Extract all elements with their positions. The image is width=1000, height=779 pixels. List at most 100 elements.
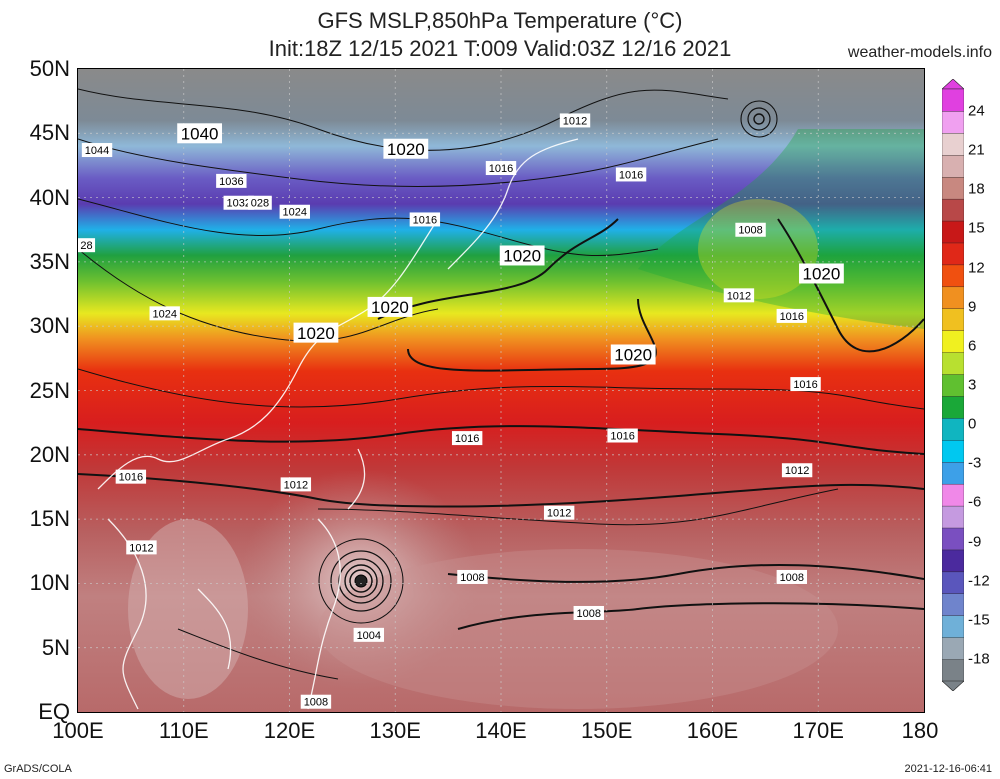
isobar-value: 1016 <box>119 472 143 484</box>
isobar-label: 1012 <box>543 505 575 520</box>
isobar-label: 1008 <box>735 222 766 237</box>
colorbar-swatch <box>942 417 964 441</box>
lat-tick-label: 15N <box>29 506 70 532</box>
lat-tick-label: 30N <box>29 313 70 339</box>
isobar-label: 1016 <box>115 469 147 484</box>
isobar-label: 1044 <box>81 143 113 158</box>
isobar-value: 028 <box>251 198 269 210</box>
colorbar-swatch <box>942 88 964 112</box>
lat-tick-label: EQ <box>38 699 70 724</box>
colorbar-swatch <box>942 505 964 529</box>
colorbar-swatch <box>942 132 964 156</box>
isobar-value: 1016 <box>455 433 479 445</box>
lat-tick-label: 40N <box>29 184 70 210</box>
isobar-value: 1024 <box>283 207 307 219</box>
colorbar-min-triangle <box>942 680 964 691</box>
lon-tick-label: 140E <box>475 718 527 743</box>
lat-lon-grid <box>78 69 924 712</box>
isobar-value: 1044 <box>85 145 109 157</box>
lon-tick-label: 120E <box>263 718 316 743</box>
isobar-value: 1008 <box>738 225 762 237</box>
isobar-label: 1020 <box>293 322 339 343</box>
isobar-label: 028 <box>247 195 272 210</box>
isobar-label: 1012 <box>723 288 755 303</box>
lat-tick-label: 25N <box>29 377 70 403</box>
isobar-label: 1016 <box>790 377 821 392</box>
colorbar-swatch <box>942 658 964 682</box>
colorbar-tick-label: 12 <box>968 259 985 277</box>
isobar-lines <box>78 88 924 680</box>
colorbar-swatch <box>942 176 964 200</box>
isobar-label: 1024 <box>279 204 310 219</box>
isobar-label: 1024 <box>149 306 180 321</box>
isobar-label: 1020 <box>383 138 429 159</box>
lon-tick-label: 160E <box>686 718 739 743</box>
colorbar-tick-label: 3 <box>968 376 977 394</box>
isobar-value: 1016 <box>610 430 634 442</box>
colorbar-swatch <box>942 549 964 573</box>
lon-tick-label: 130E <box>369 718 421 743</box>
colorbar-tick-label: 9 <box>968 298 977 316</box>
isobar-label: 1016 <box>615 167 647 182</box>
colorbar-tick-label: -18 <box>968 650 990 668</box>
isobar-value: 1012 <box>284 479 308 491</box>
isobar-label: 1012 <box>280 477 312 492</box>
site-credit[interactable]: weather-models.info <box>847 44 992 61</box>
isobar-label: 1020 <box>499 245 545 266</box>
colorbar-swatch <box>942 220 964 244</box>
isobar-label: 1008 <box>776 569 808 584</box>
lon-tick-label: 100E <box>52 718 104 743</box>
typhoon-center <box>318 538 404 624</box>
colorbar-swatch <box>942 527 964 551</box>
footer-software-credit: GrADS/COLA <box>4 763 72 775</box>
isobar-label: 1016 <box>776 308 808 323</box>
isobar-value: 1020 <box>614 346 652 365</box>
map-plot-area: 1044 1040 1036 1032 028 1024 1024 28 1020 1012 101… <box>77 68 925 713</box>
isobar-value: 1020 <box>297 324 335 343</box>
isobar-label: 1016 <box>485 161 517 176</box>
lat-tick-label: 45N <box>29 120 70 146</box>
colorbar-swatch <box>942 439 964 463</box>
colorbar-swatch <box>942 264 964 288</box>
colorbar-swatch <box>942 308 964 331</box>
colorbar-swatch <box>942 483 964 507</box>
isobar-value: 1036 <box>219 176 243 188</box>
isobar-value: 1016 <box>619 169 643 181</box>
colorbar-swatch <box>942 110 964 134</box>
isobar-value: 1004 <box>357 630 381 642</box>
isobar-label: 1032 <box>223 195 254 210</box>
isobar-label: 1016 <box>451 431 483 446</box>
colorbar-swatch <box>942 242 964 266</box>
temperature-colorbar <box>942 79 964 691</box>
lat-tick-label: 20N <box>29 441 70 467</box>
isobar-label: 1008 <box>300 694 332 709</box>
colorbar-tick-label: 21 <box>968 141 985 159</box>
isobar-label: 1004 <box>353 627 385 642</box>
isobar-value: 1008 <box>460 572 484 584</box>
colorbar-swatch <box>942 395 964 419</box>
colorbar-max-triangle <box>942 79 964 90</box>
colorbar-tick-label: -6 <box>968 493 982 511</box>
isobar-value: 1040 <box>181 124 219 143</box>
isobar-value: 28 <box>80 240 92 252</box>
colorbar-swatch <box>942 636 964 660</box>
isobar-value: 1016 <box>780 311 804 323</box>
temperature-field: 1044 1040 1036 1032 028 1024 1024 28 1020 1012 101… <box>78 69 924 712</box>
colorbar-tick-label: 24 <box>968 102 985 120</box>
isobar-value: 1016 <box>793 379 817 391</box>
isobar-value: 1012 <box>563 115 587 127</box>
colorbar-tick-label: 6 <box>968 337 977 355</box>
isobar-value: 1012 <box>547 508 571 520</box>
lat-tick-label: 50N <box>29 56 70 81</box>
isobar-value: 1020 <box>387 140 425 159</box>
colorbar-swatch <box>942 329 964 353</box>
isobar-value: 1016 <box>489 163 513 175</box>
lat-tick-label: 10N <box>29 570 70 596</box>
isobar-label: 1040 <box>177 123 223 143</box>
colorbar-swatch <box>942 571 964 594</box>
isobar-labels: 1044 1040 1036 1032 028 1024 1024 28 1020 1012 101… <box>78 113 844 709</box>
colorbar-swatch <box>942 373 964 397</box>
isobar-label: 1008 <box>457 569 488 584</box>
colorbar-tick-label: -9 <box>968 533 982 551</box>
low-pressure-center-north <box>740 100 778 138</box>
